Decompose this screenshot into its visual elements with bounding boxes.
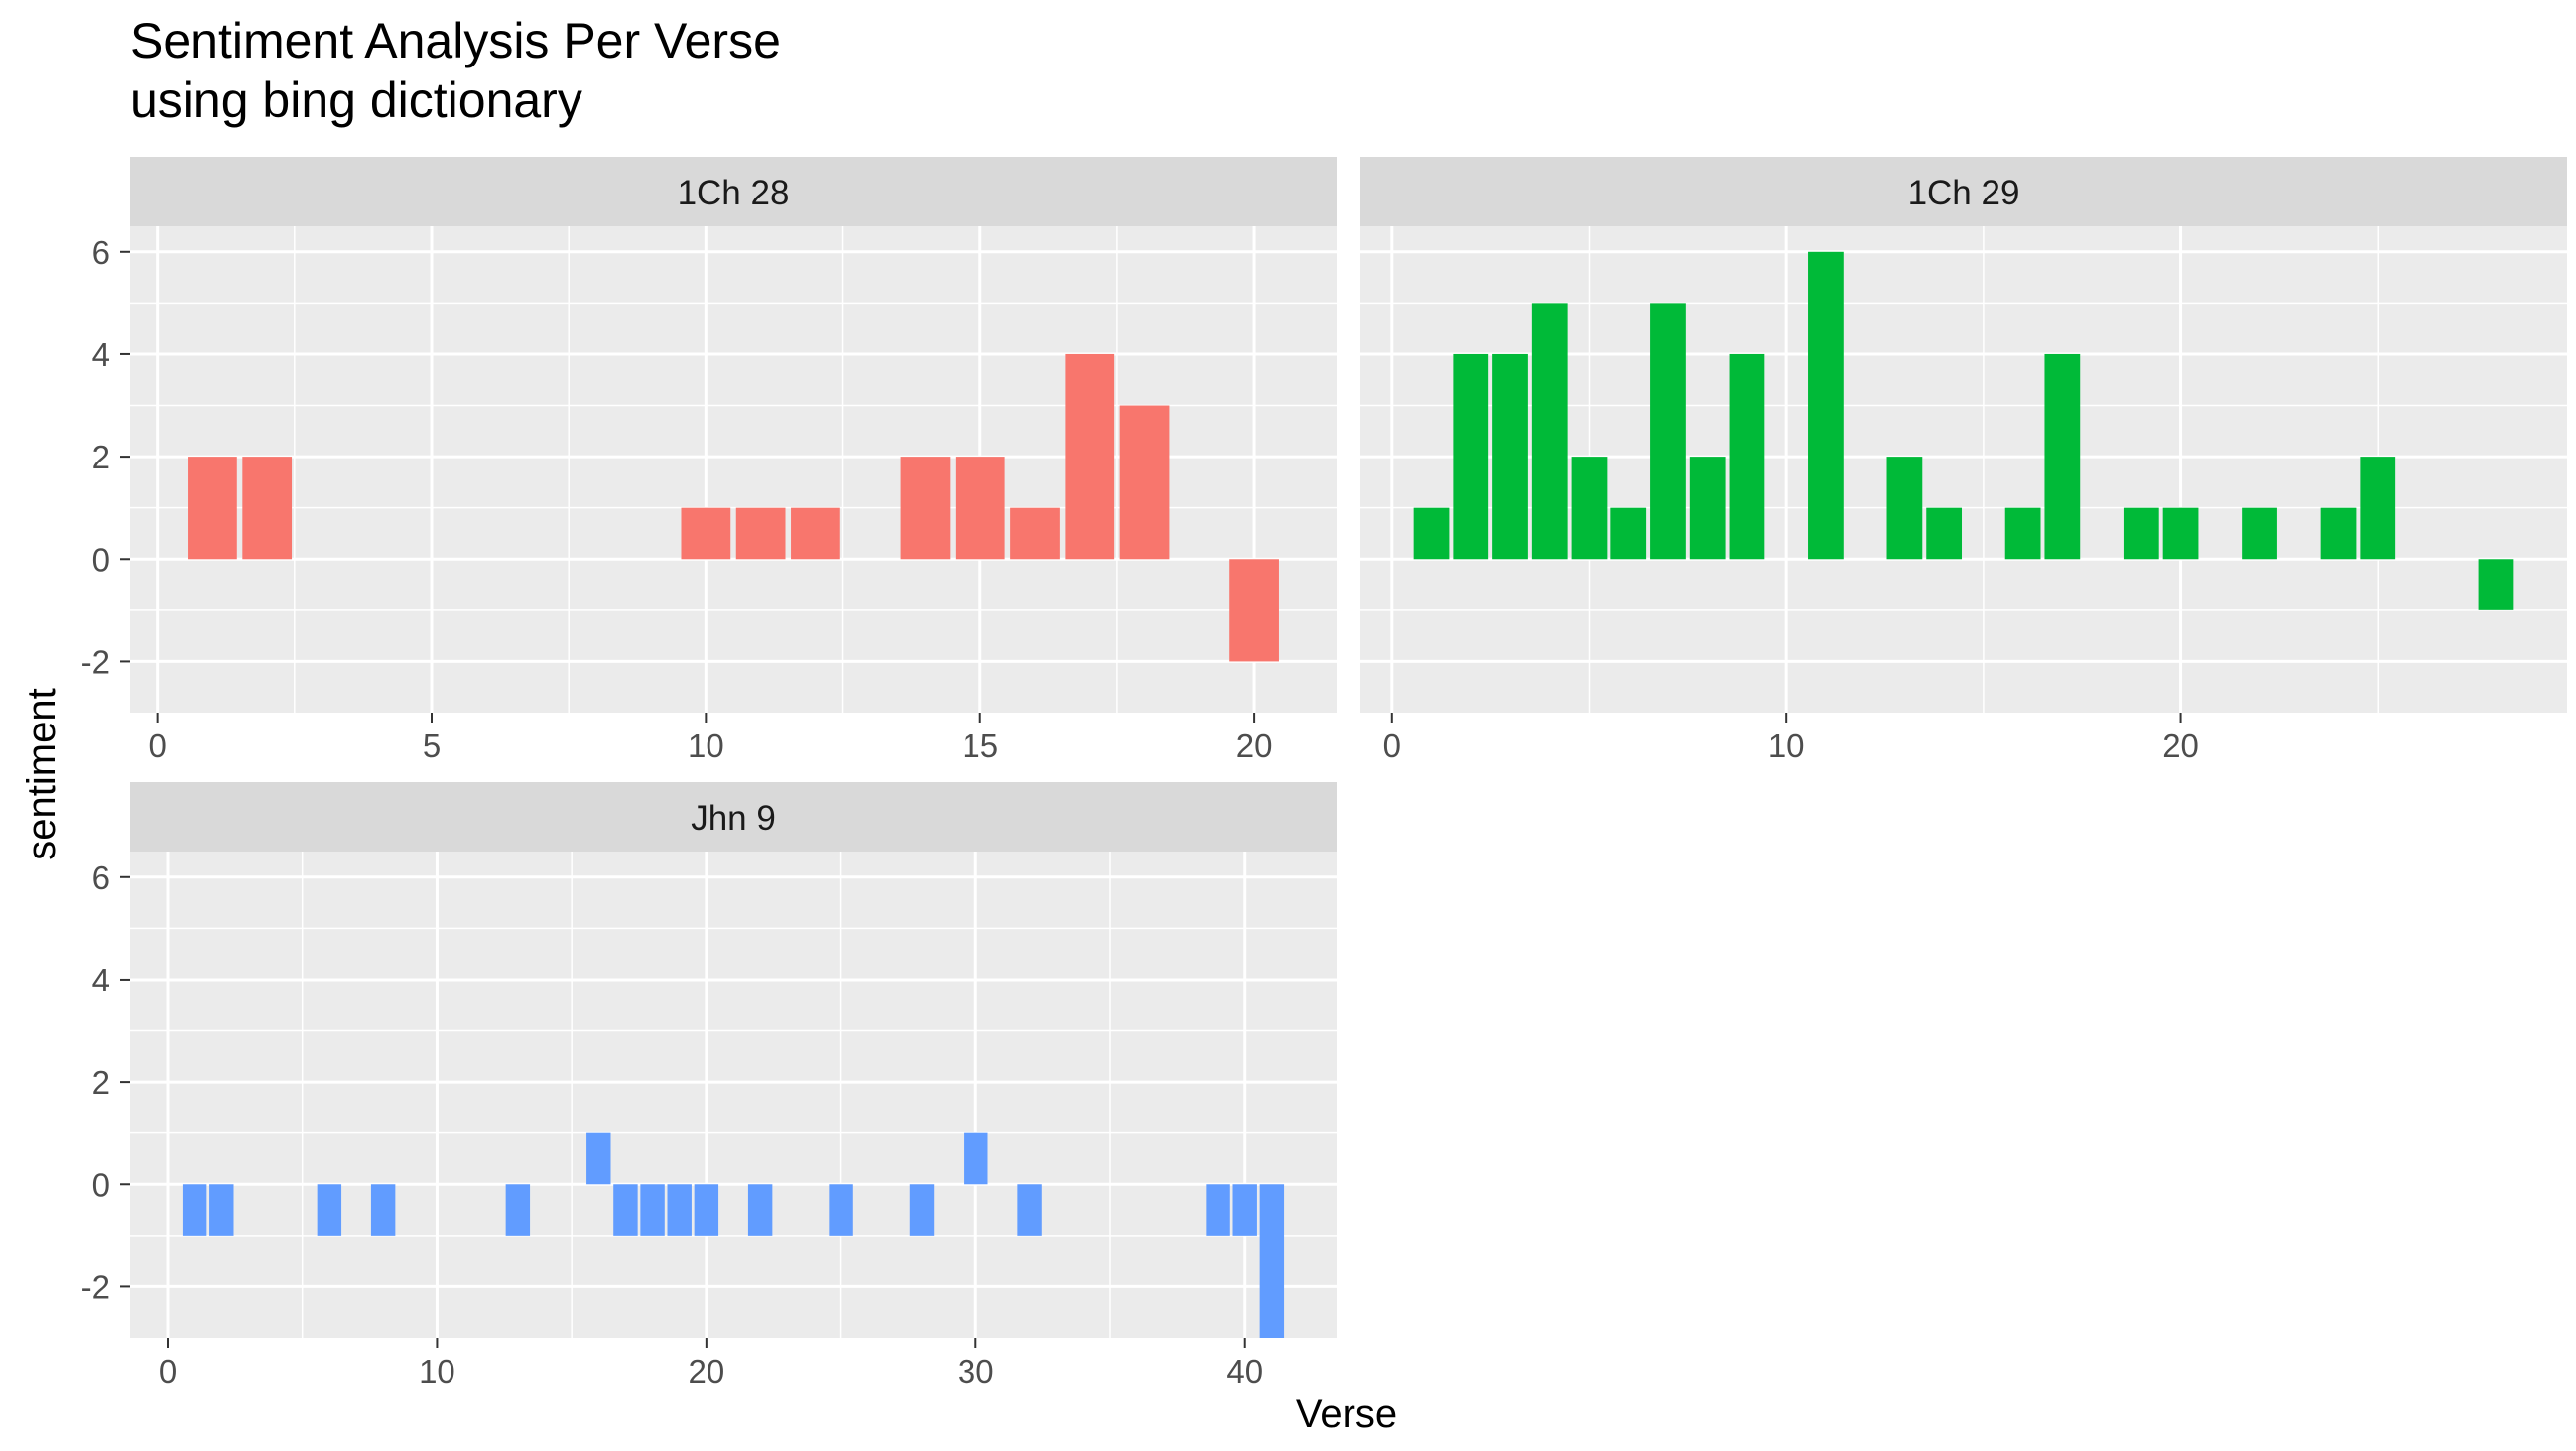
x-tick-label: 0 (159, 1353, 177, 1389)
bar (1886, 457, 1923, 560)
bar (182, 1184, 207, 1236)
facet-strip (1360, 157, 2567, 226)
bar (1017, 1184, 1042, 1236)
bar (586, 1132, 611, 1185)
bar (667, 1184, 692, 1236)
facet-strip-label: 1Ch 28 (678, 174, 790, 212)
bar (2320, 507, 2357, 560)
bar (1206, 1184, 1230, 1236)
bar (735, 507, 786, 560)
bar (1413, 507, 1450, 560)
chart-subtitle: using bing dictionary (130, 72, 582, 128)
y-tick-label: 2 (92, 1064, 110, 1101)
bar (1259, 1184, 1285, 1338)
y-axis-title: sentiment (20, 688, 64, 859)
bar (2478, 559, 2514, 610)
bar (747, 1184, 773, 1236)
bar (1610, 507, 1647, 560)
bar (791, 507, 840, 560)
bar (909, 1184, 935, 1236)
bar (317, 1184, 342, 1236)
bar (694, 1184, 719, 1236)
y-tick-label: 4 (92, 336, 110, 373)
bar (2123, 507, 2159, 560)
y-tick-label: 6 (92, 234, 110, 271)
bar (1531, 303, 1568, 560)
bar (900, 457, 951, 560)
y-tick-label: 0 (92, 1166, 110, 1203)
y-tick-label: 0 (92, 541, 110, 578)
bar (1689, 457, 1726, 560)
bar (1119, 405, 1170, 560)
facet-strip (130, 157, 1337, 226)
bar (370, 1184, 396, 1236)
x-tick-label: 5 (423, 727, 441, 764)
facet-panel: Jhn 9 -2 0 2 4 6 0 10 20 30 40 (81, 782, 1337, 1389)
facet-panel: 1Ch 29 0 10 20 (1360, 157, 2567, 764)
y-tick-label: 6 (92, 859, 110, 896)
bar (1729, 353, 1765, 560)
x-tick-label: 10 (1768, 727, 1805, 764)
facet-strip-label: 1Ch 29 (1908, 174, 2020, 212)
bar (2004, 507, 2041, 560)
bar (640, 1184, 665, 1236)
bar (1453, 353, 1489, 560)
bar (955, 457, 1005, 560)
bar (2242, 507, 2277, 560)
bar (1492, 353, 1528, 560)
chart-title: Sentiment Analysis Per Verse (130, 13, 781, 68)
bar (613, 1184, 638, 1236)
x-tick-label: 20 (2162, 727, 2199, 764)
bar (1229, 559, 1279, 662)
x-tick-label: 20 (1236, 727, 1273, 764)
bar (829, 1184, 853, 1236)
bar (1650, 303, 1686, 560)
x-tick-label: 20 (688, 1353, 724, 1389)
x-axis-title: Verse (1296, 1392, 1397, 1436)
facet-strip (130, 782, 1337, 852)
x-tick-label: 15 (962, 727, 998, 764)
bar (505, 1184, 531, 1236)
x-tick-label: 0 (148, 727, 166, 764)
bar (242, 457, 293, 560)
y-tick-label: -2 (81, 1268, 110, 1305)
facet-panel: 1Ch 28 -2 0 2 4 6 0 5 10 15 20 (81, 157, 1337, 764)
facet-strip-label: Jhn 9 (691, 799, 776, 838)
bar (188, 457, 237, 560)
y-tick-label: 2 (92, 439, 110, 475)
x-tick-label: 10 (419, 1353, 455, 1389)
bar (1808, 251, 1844, 560)
bar (1010, 507, 1060, 560)
x-tick-label: 30 (958, 1353, 994, 1389)
y-tick-label: -2 (81, 643, 110, 680)
x-tick-label: 0 (1383, 727, 1401, 764)
bar (1926, 507, 1963, 560)
bar (2044, 353, 2081, 560)
bar (1232, 1184, 1257, 1236)
bar (1065, 353, 1115, 560)
bar (2162, 507, 2199, 560)
panel-background (130, 852, 1337, 1338)
y-tick-label: 4 (92, 962, 110, 998)
bar (1571, 457, 1608, 560)
bar (964, 1132, 988, 1185)
x-tick-label: 10 (688, 727, 724, 764)
bar (681, 507, 731, 560)
x-tick-label: 40 (1226, 1353, 1263, 1389)
bar (209, 1184, 234, 1236)
bar (2360, 457, 2396, 560)
